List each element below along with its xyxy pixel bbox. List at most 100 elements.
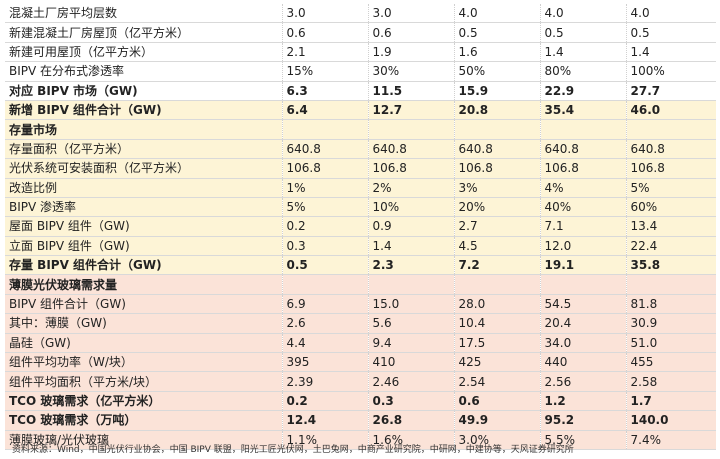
row-label: TCO 玻璃需求（亿平方米） bbox=[5, 391, 283, 412]
table-row: 混凝土厂房平均层数 3.0 3.0 4.0 4.0 4.0 bbox=[5, 4, 716, 24]
table-cell: 2.39 bbox=[282, 371, 369, 392]
table-cell: 13.4 bbox=[626, 216, 716, 237]
table-cell: 1.2 bbox=[540, 391, 627, 412]
table-cell: 20.8 bbox=[454, 100, 541, 121]
table-cell: 12.7 bbox=[368, 100, 455, 121]
table-cell: 27.7 bbox=[626, 81, 716, 101]
table-cell: 6.4 bbox=[282, 100, 369, 121]
table-row: 薄膜光伏玻璃需求量 bbox=[5, 274, 716, 295]
table-row: 新增 BIPV 组件合计（GW) 6.4 12.7 20.8 35.4 46.0 bbox=[5, 100, 716, 121]
table-row: 薄膜玻璃/光伏玻璃 1.1% 1.6% 3.0% 5.5% 7.4% bbox=[5, 430, 716, 450]
table-cell: 0.6 bbox=[282, 22, 369, 43]
table-cell: 10.4 bbox=[454, 313, 541, 334]
table-cell: 20% bbox=[454, 197, 541, 218]
row-label: 混凝土厂房平均层数 bbox=[5, 4, 283, 24]
row-label: 薄膜玻璃/光伏玻璃 bbox=[5, 430, 283, 450]
table-cell bbox=[540, 119, 627, 140]
table-cell: 22.4 bbox=[626, 236, 716, 257]
table-cell: 7.1 bbox=[540, 216, 627, 237]
table-cell: 17.5 bbox=[454, 333, 541, 354]
table-row: TCO 玻璃需求（亿平方米） 0.2 0.3 0.6 1.2 1.7 bbox=[5, 391, 716, 412]
table-cell: 1.7 bbox=[626, 391, 716, 412]
row-label: BIPV 在分布式渗透率 bbox=[5, 61, 283, 82]
table-row: TCO 玻璃需求（万吨） 12.4 26.8 49.9 95.2 140.0 bbox=[5, 410, 716, 431]
table-cell bbox=[454, 119, 541, 140]
table-cell: 40% bbox=[540, 197, 627, 218]
row-label: 新增 BIPV 组件合计（GW) bbox=[5, 100, 283, 121]
row-label: 薄膜光伏玻璃需求量 bbox=[5, 274, 283, 295]
table-row: BIPV 渗透率 5% 10% 20% 40% 60% bbox=[5, 197, 716, 218]
row-label: 存量 BIPV 组件合计（GW) bbox=[5, 255, 283, 276]
table-row: 存量 BIPV 组件合计（GW) 0.5 2.3 7.2 19.1 35.8 bbox=[5, 255, 716, 276]
table-cell: 1.4 bbox=[626, 42, 716, 63]
table-row: 存量面积（亿平方米） 640.8 640.8 640.8 640.8 640.8 bbox=[5, 139, 716, 160]
table-cell: 640.8 bbox=[282, 139, 369, 160]
table-cell: 106.8 bbox=[626, 158, 716, 179]
table-cell: 5.5% bbox=[540, 430, 627, 450]
table-cell: 26.8 bbox=[368, 410, 455, 431]
table-cell: 2.56 bbox=[540, 371, 627, 392]
table-cell: 15.0 bbox=[368, 294, 455, 315]
table-cell: 50% bbox=[454, 61, 541, 82]
table-cell: 80% bbox=[540, 61, 627, 82]
table-cell: 20.4 bbox=[540, 313, 627, 334]
table-cell: 4% bbox=[540, 178, 627, 198]
table-cell: 140.0 bbox=[626, 410, 716, 431]
table-cell: 22.9 bbox=[540, 81, 627, 101]
table-cell bbox=[368, 119, 455, 140]
table-cell: 95.2 bbox=[540, 410, 627, 431]
row-label: 存量市场 bbox=[5, 119, 283, 140]
table-cell: 0.3 bbox=[368, 391, 455, 412]
table-cell: 54.5 bbox=[540, 294, 627, 315]
row-label: 新建可用屋顶（亿平方米） bbox=[5, 42, 283, 63]
table-cell: 60% bbox=[626, 197, 716, 218]
row-label: TCO 玻璃需求（万吨） bbox=[5, 410, 283, 431]
table-cell: 51.0 bbox=[626, 333, 716, 354]
table-cell: 35.4 bbox=[540, 100, 627, 121]
table-cell: 2.7 bbox=[454, 216, 541, 237]
table-cell: 4.0 bbox=[540, 4, 627, 24]
table-cell: 3.0% bbox=[454, 430, 541, 450]
table-cell: 1% bbox=[282, 178, 369, 198]
row-label: 组件平均功率（W/块） bbox=[5, 352, 283, 373]
table-cell: 3.0 bbox=[282, 4, 369, 24]
table-cell bbox=[282, 119, 369, 140]
row-label: 存量面积（亿平方米） bbox=[5, 139, 283, 160]
table-row: 对应 BIPV 市场（GW) 6.3 11.5 15.9 22.9 27.7 bbox=[5, 81, 716, 101]
table-row: 光伏系统可安装面积（亿平方米） 106.8 106.8 106.8 106.8 106.8 bbox=[5, 158, 716, 179]
table-cell: 2% bbox=[368, 178, 455, 198]
table-cell: 11.5 bbox=[368, 81, 455, 101]
table-cell: 100% bbox=[626, 61, 716, 82]
table-cell: 81.8 bbox=[626, 294, 716, 315]
table-cell: 28.0 bbox=[454, 294, 541, 315]
table-cell: 0.5 bbox=[454, 22, 541, 43]
table-cell: 4.0 bbox=[626, 4, 716, 24]
table-row: 屋面 BIPV 组件（GW) 0.2 0.9 2.7 7.1 13.4 bbox=[5, 216, 716, 237]
table-cell: 6.9 bbox=[282, 294, 369, 315]
row-label: 对应 BIPV 市场（GW) bbox=[5, 81, 283, 101]
table-cell: 410 bbox=[368, 352, 455, 373]
table-row: BIPV 在分布式渗透率 15% 30% 50% 80% 100% bbox=[5, 61, 716, 82]
table-cell: 640.8 bbox=[368, 139, 455, 160]
table-row: 新建混凝土厂房屋顶（亿平方米） 0.6 0.6 0.5 0.5 0.5 bbox=[5, 22, 716, 43]
table-row: BIPV 组件合计（GW) 6.9 15.0 28.0 54.5 81.8 bbox=[5, 294, 716, 315]
table-cell: 0.6 bbox=[454, 391, 541, 412]
table-cell: 640.8 bbox=[454, 139, 541, 160]
table-cell: 3% bbox=[454, 178, 541, 198]
table-cell: 0.2 bbox=[282, 391, 369, 412]
table-cell bbox=[626, 274, 716, 295]
table-cell bbox=[626, 119, 716, 140]
table-cell: 440 bbox=[540, 352, 627, 373]
row-label: BIPV 渗透率 bbox=[5, 197, 283, 218]
table-row: 晶硅（GW) 4.4 9.4 17.5 34.0 51.0 bbox=[5, 333, 716, 354]
table-cell: 1.4 bbox=[368, 236, 455, 257]
bipv-forecast-table: 混凝土厂房平均层数 3.0 3.0 4.0 4.0 4.0 新建混凝土厂房屋顶（亿平方米） 0… bbox=[5, 4, 716, 450]
table-cell: 12.0 bbox=[540, 236, 627, 257]
table-row: 存量市场 bbox=[5, 119, 716, 140]
table-cell: 0.5 bbox=[626, 22, 716, 43]
row-label: 晶硅（GW) bbox=[5, 333, 283, 354]
table-cell: 1.4 bbox=[540, 42, 627, 63]
table-cell: 5.6 bbox=[368, 313, 455, 334]
table-cell: 5% bbox=[626, 178, 716, 198]
